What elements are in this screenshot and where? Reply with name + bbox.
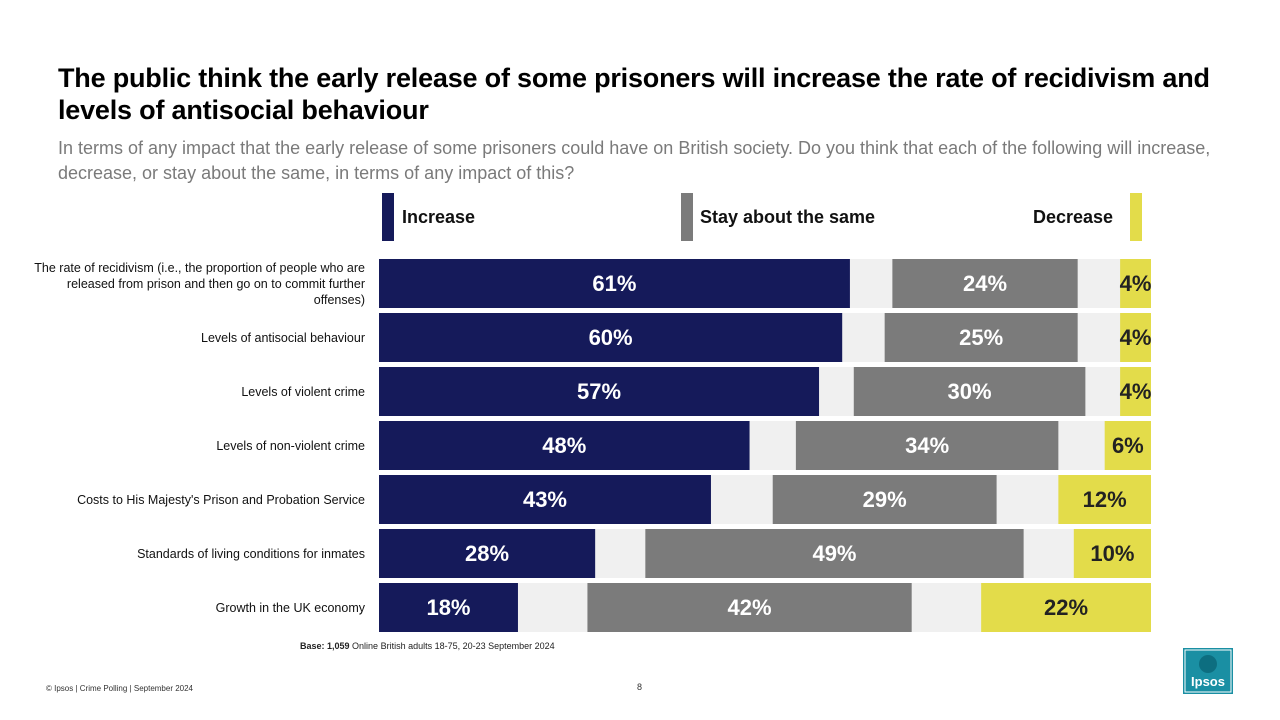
bar-label-decrease: 4%	[1120, 379, 1152, 404]
bar-label-decrease: 10%	[1090, 541, 1134, 566]
logo-border	[1184, 649, 1232, 693]
bar-label-increase: 48%	[542, 433, 586, 458]
bar-increase	[379, 421, 750, 470]
bar-label-decrease: 6%	[1112, 433, 1144, 458]
bar-label-same: 24%	[963, 271, 1007, 296]
bar-increase	[379, 313, 843, 362]
logo-text: Ipsos	[1191, 674, 1225, 689]
page-subtitle: In terms of any impact that the early re…	[58, 138, 1211, 183]
logo-mark	[1199, 655, 1217, 673]
bar-same	[795, 421, 1059, 470]
bar-same	[772, 475, 997, 524]
bar-decrease	[1104, 421, 1151, 470]
row-label: Costs to His Majesty's Prison and Probat…	[77, 492, 365, 507]
legend-label-same: Stay about the same	[700, 206, 876, 227]
legend-swatch-decrease	[1130, 193, 1142, 241]
bar-increase	[379, 583, 518, 632]
base-note: Base: 1,059 Online British adults 18-75,…	[300, 641, 555, 651]
row-label: Standards of living conditions for inmat…	[137, 546, 365, 561]
base-note-bold: Base: 1,059	[300, 641, 350, 651]
page-number: 8	[637, 682, 643, 692]
bar-same	[884, 313, 1078, 362]
bar-label-same: 25%	[959, 325, 1003, 350]
bar-decrease	[1073, 529, 1151, 578]
row-label: Levels of antisocial behaviour	[201, 330, 365, 345]
bar-label-increase: 61%	[592, 271, 636, 296]
page-title: The public think the early release of so…	[58, 63, 1210, 125]
bar-label-increase: 57%	[577, 379, 621, 404]
legend-label-decrease: Decrease	[1033, 206, 1114, 227]
base-note-text: Online British adults 18-75, 20-23 Septe…	[349, 641, 555, 651]
row-label: Levels of non-violent crime	[216, 438, 365, 453]
bar-same	[853, 367, 1086, 416]
bar-decrease	[1058, 475, 1151, 524]
bar-same	[587, 583, 912, 632]
legend-swatch-same	[681, 193, 693, 241]
row-label: The rate of recidivism (i.e., the propor…	[34, 260, 365, 307]
bar-label-increase: 18%	[426, 595, 470, 620]
bar-label-increase: 60%	[589, 325, 633, 350]
bar-decrease	[1120, 367, 1151, 416]
bar-label-same: 49%	[812, 541, 856, 566]
bar-label-decrease: 4%	[1120, 325, 1152, 350]
bar-decrease	[1120, 259, 1151, 308]
bar-label-same: 30%	[948, 379, 992, 404]
bar-label-increase: 28%	[465, 541, 509, 566]
bar-increase	[379, 367, 820, 416]
bar-decrease	[981, 583, 1151, 632]
bar-decrease	[1120, 313, 1151, 362]
footer-copyright: © Ipsos | Crime Polling | September 2024	[46, 684, 194, 693]
bar-increase	[379, 529, 596, 578]
legend-swatch-increase	[382, 193, 394, 241]
bar-label-decrease: 12%	[1083, 487, 1127, 512]
legend-label-increase: Increase	[402, 206, 476, 227]
bar-label-decrease: 4%	[1120, 271, 1152, 296]
bar-label-same: 29%	[863, 487, 907, 512]
ipsos-logo: Ipsos	[1183, 648, 1233, 694]
bar-increase	[379, 475, 711, 524]
bar-same	[645, 529, 1024, 578]
bar-label-same: 42%	[728, 595, 772, 620]
row-label: Growth in the UK economy	[215, 600, 365, 615]
bar-increase	[379, 259, 850, 308]
bar-label-same: 34%	[905, 433, 949, 458]
bar-label-increase: 43%	[523, 487, 567, 512]
bar-same	[892, 259, 1078, 308]
row-label: Levels of violent crime	[241, 384, 365, 399]
bar-label-decrease: 22%	[1044, 595, 1088, 620]
